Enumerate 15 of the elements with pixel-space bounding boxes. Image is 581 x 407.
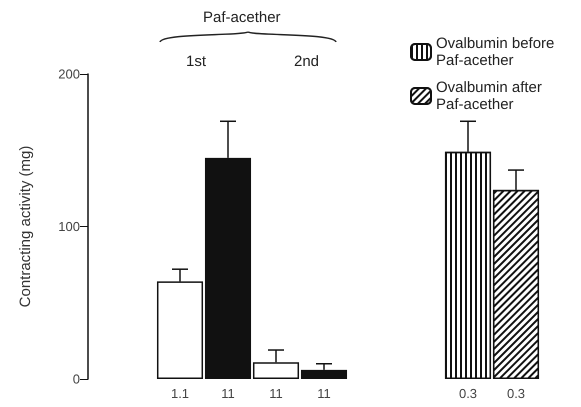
- x-tick-label: 11: [269, 386, 283, 401]
- x-tick-label: 1.1: [170, 386, 190, 401]
- y-tick-label: 100: [58, 219, 80, 234]
- y-axis-title: Contracting activity (mg): [17, 146, 34, 308]
- text: 1st: [186, 53, 207, 70]
- y-tick-label: 0: [72, 372, 80, 386]
- legend-label: Ovalbumin after Paf-acether: [436, 79, 546, 113]
- x-tick-label: 11: [317, 386, 331, 401]
- text: 2nd: [294, 53, 320, 70]
- y-tick-label: 200: [58, 66, 80, 82]
- x-tick-label: 11: [221, 386, 235, 401]
- x-tick-label: 0.3: [506, 386, 526, 401]
- text: Paf-acether: [203, 9, 281, 26]
- legend-label: Ovalbumin before Paf-acether: [436, 35, 559, 69]
- x-tick-label: 0.3: [458, 386, 478, 401]
